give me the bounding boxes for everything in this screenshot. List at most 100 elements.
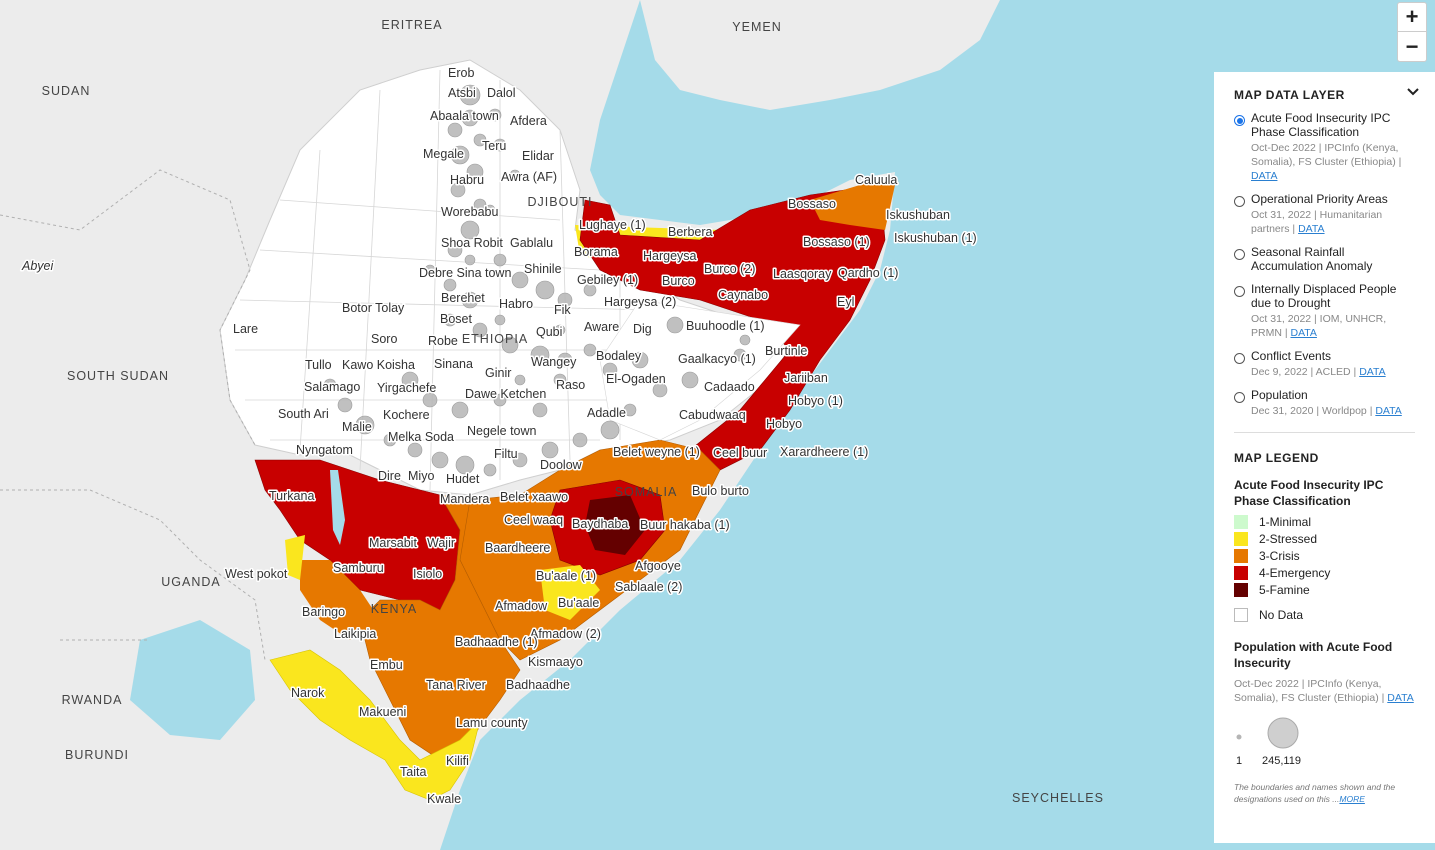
population-bubble[interactable] [514,374,526,386]
population-bubble[interactable] [494,314,506,326]
population-bubble[interactable] [733,348,747,362]
radio-rainfall[interactable] [1234,249,1245,260]
layer-option-rainfall[interactable]: Seasonal Rainfall Accumulation Anomaly [1234,245,1415,273]
population-bubble[interactable] [509,169,521,181]
place-label: Dire [378,469,401,483]
population-bubble[interactable] [535,280,555,300]
population-bubble[interactable] [602,362,618,378]
data-link[interactable]: DATA [1251,170,1278,182]
population-bubble[interactable] [623,403,637,417]
population-bubble[interactable] [493,138,507,152]
population-bubble[interactable] [461,109,479,127]
place-label: Ginir [485,366,511,380]
layer-option-idp[interactable]: Internally Displaced People due to Droug… [1234,282,1415,340]
place-label: Worebabu [441,205,498,219]
zoom-in-button[interactable]: + [1397,2,1427,32]
swatch-stressed [1234,531,1248,546]
population-bubble[interactable] [383,433,397,447]
zoom-out-button[interactable]: − [1397,32,1427,62]
population-bubble[interactable] [323,378,337,392]
chevron-down-icon[interactable] [1405,84,1421,100]
radio-population[interactable] [1234,392,1245,403]
population-bubble[interactable] [431,451,449,469]
data-link[interactable]: DATA [1375,405,1402,417]
population-bubble[interactable] [532,402,548,418]
population-bubble[interactable] [464,254,476,266]
place-label: Dalol [487,86,516,100]
population-bubble[interactable] [447,242,463,258]
population-bubble[interactable] [459,84,481,106]
place-label: Bu'aale (1) [536,569,596,583]
data-link[interactable]: DATA [1298,223,1325,235]
population-bubble[interactable] [473,133,487,147]
population-bubble[interactable] [455,455,475,475]
radio-idp[interactable] [1234,286,1245,297]
population-bubble[interactable] [483,463,497,477]
population-bubble[interactable] [422,392,438,408]
radio-priority[interactable] [1234,196,1245,207]
layer-option-conflict[interactable]: Conflict Events Dec 9, 2022 | ACLED | DA… [1234,349,1415,379]
more-link[interactable]: MORE [1339,794,1365,804]
population-bubble[interactable] [450,145,470,165]
population-bubble[interactable] [600,420,620,440]
population-bubble[interactable] [557,292,573,308]
population-bubble[interactable] [554,324,566,336]
place-label: Afgooye [635,559,681,573]
ipc-stressed-kenya-west [285,535,305,580]
layer-option-label: Internally Displaced People due to Droug… [1251,282,1397,310]
population-bubble[interactable] [488,108,502,122]
radio-ipc[interactable] [1234,115,1245,126]
population-bubble[interactable] [541,441,559,459]
population-bubble[interactable] [443,278,457,292]
population-bubble[interactable] [572,432,588,448]
population-bubble[interactable] [583,343,597,357]
place-label: Cabudwaaq [679,408,746,422]
population-bubble[interactable] [484,204,496,216]
layer-option-label: Population [1251,388,1308,402]
radio-conflict[interactable] [1234,353,1245,364]
population-bubble[interactable] [739,334,751,346]
population-bubble[interactable] [472,322,488,338]
population-bubble[interactable] [511,271,529,289]
population-bubble[interactable] [553,373,567,387]
population-bubble[interactable] [460,220,480,240]
population-bubble[interactable] [493,253,507,267]
population-bubble[interactable] [666,316,684,334]
layer-option-label: Acute Food Insecurity IPC Phase Classifi… [1251,111,1391,139]
layer-option-priority[interactable]: Operational Priority Areas Oct 31, 2022 … [1234,192,1415,236]
place-label: Hargeysa (2) [604,295,676,309]
population-bubble[interactable] [557,352,573,368]
disclaimer: The boundaries and names shown and the d… [1234,782,1396,804]
population-bubble[interactable] [451,401,469,419]
population-bubble[interactable] [530,345,550,365]
data-link[interactable]: DATA [1290,327,1317,339]
population-bubble[interactable] [466,163,484,181]
place-label: Burco [662,274,695,288]
population-bubble[interactable] [447,122,463,138]
layer-option-label: Seasonal Rainfall Accumulation Anomaly [1251,245,1373,273]
layer-option-ipc[interactable]: Acute Food Insecurity IPC Phase Classifi… [1234,111,1415,183]
population-bubble[interactable] [401,371,419,389]
population-bubble[interactable] [583,283,597,297]
place-label: Erob [448,66,474,80]
data-link[interactable]: DATA [1359,366,1386,378]
population-bubble[interactable] [652,382,668,398]
data-link[interactable]: DATA [1387,692,1414,704]
population-bubble[interactable] [473,198,487,212]
population-bubble[interactable] [450,182,466,198]
population-bubble[interactable] [443,313,457,327]
population-bubble[interactable] [631,351,649,369]
population-bubble[interactable] [493,393,507,407]
population-bubble[interactable] [424,264,436,276]
population-bubble[interactable] [501,336,519,354]
population-bubble[interactable] [681,371,699,389]
layer-option-population[interactable]: Population Dec 31, 2020 | Worldpop | DAT… [1234,388,1415,418]
population-bubble[interactable] [355,415,375,435]
population-bubble[interactable] [407,442,423,458]
population-bubble[interactable] [461,291,479,309]
population-bubble[interactable] [337,397,353,413]
place-label: Laasqoray [773,267,832,281]
place-label: West pokot [225,567,288,581]
population-bubble[interactable] [512,452,528,468]
